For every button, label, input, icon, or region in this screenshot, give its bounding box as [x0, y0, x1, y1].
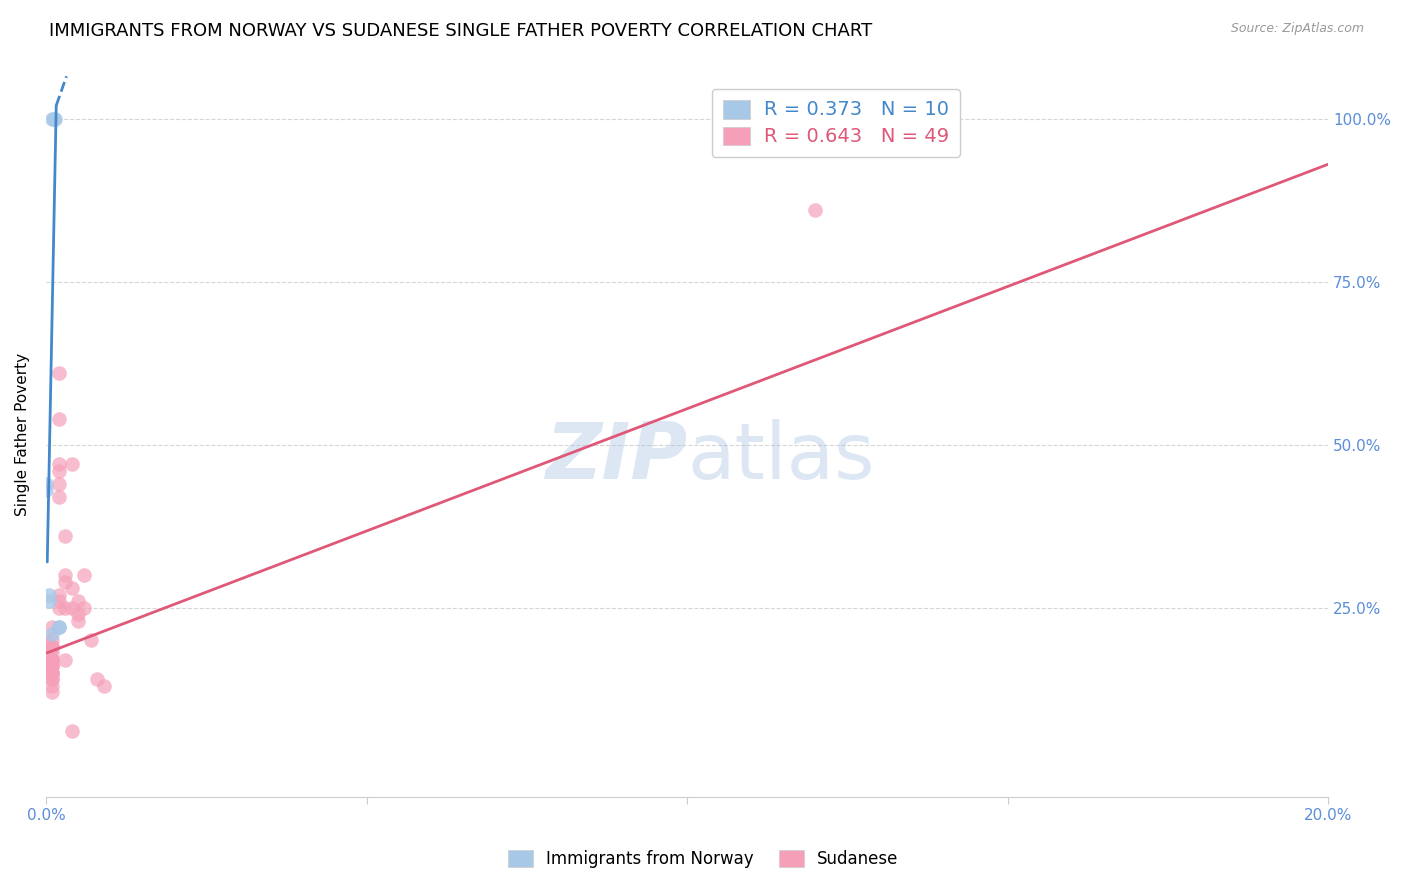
Point — [60, 724, 83, 739]
Point — [73, 568, 96, 582]
Point — [41, 633, 63, 648]
Point — [41, 112, 63, 126]
Point — [41, 653, 63, 667]
Point — [41, 653, 63, 667]
Point — [48, 600, 70, 615]
Point — [35, 476, 58, 491]
Point — [41, 640, 63, 654]
Point — [48, 620, 70, 634]
Point — [41, 653, 63, 667]
Point — [41, 665, 63, 680]
Point — [41, 673, 63, 687]
Point — [41, 640, 63, 654]
Point — [41, 659, 63, 673]
Point — [93, 679, 115, 693]
Point — [53, 653, 76, 667]
Point — [80, 633, 103, 648]
Point — [60, 457, 83, 471]
Point — [53, 574, 76, 589]
Point — [53, 600, 76, 615]
Point — [41, 653, 63, 667]
Point — [66, 607, 89, 621]
Point — [41, 685, 63, 699]
Point — [86, 673, 108, 687]
Point — [48, 588, 70, 602]
Point — [48, 411, 70, 425]
Text: atlas: atlas — [688, 418, 875, 494]
Text: IMMIGRANTS FROM NORWAY VS SUDANESE SINGLE FATHER POVERTY CORRELATION CHART: IMMIGRANTS FROM NORWAY VS SUDANESE SINGL… — [49, 22, 873, 40]
Point — [44, 112, 66, 126]
Point — [60, 581, 83, 595]
Text: ZIP: ZIP — [544, 418, 688, 494]
Point — [53, 529, 76, 543]
Point — [48, 594, 70, 608]
Text: Source: ZipAtlas.com: Source: ZipAtlas.com — [1230, 22, 1364, 36]
Point — [73, 600, 96, 615]
Legend: R = 0.373   N = 10, R = 0.643   N = 49: R = 0.373 N = 10, R = 0.643 N = 49 — [711, 89, 960, 157]
Point — [53, 568, 76, 582]
Point — [48, 457, 70, 471]
Point — [35, 633, 58, 648]
Point — [48, 620, 70, 634]
Point — [41, 659, 63, 673]
Point — [41, 640, 63, 654]
Point — [41, 653, 63, 667]
Point — [66, 614, 89, 628]
Point — [42, 112, 65, 126]
Point — [41, 679, 63, 693]
Point — [804, 202, 827, 217]
Point — [41, 673, 63, 687]
Point — [38, 588, 60, 602]
Point — [38, 594, 60, 608]
Point — [41, 626, 63, 640]
Point — [48, 464, 70, 478]
Point — [41, 665, 63, 680]
Point — [48, 366, 70, 380]
Y-axis label: Single Father Poverty: Single Father Poverty — [15, 353, 30, 516]
Point — [35, 483, 58, 498]
Point — [41, 646, 63, 660]
Legend: Immigrants from Norway, Sudanese: Immigrants from Norway, Sudanese — [501, 843, 905, 875]
Point — [48, 476, 70, 491]
Point — [48, 490, 70, 504]
Point — [66, 594, 89, 608]
Point — [41, 620, 63, 634]
Point — [41, 665, 63, 680]
Point — [60, 600, 83, 615]
Point — [41, 659, 63, 673]
